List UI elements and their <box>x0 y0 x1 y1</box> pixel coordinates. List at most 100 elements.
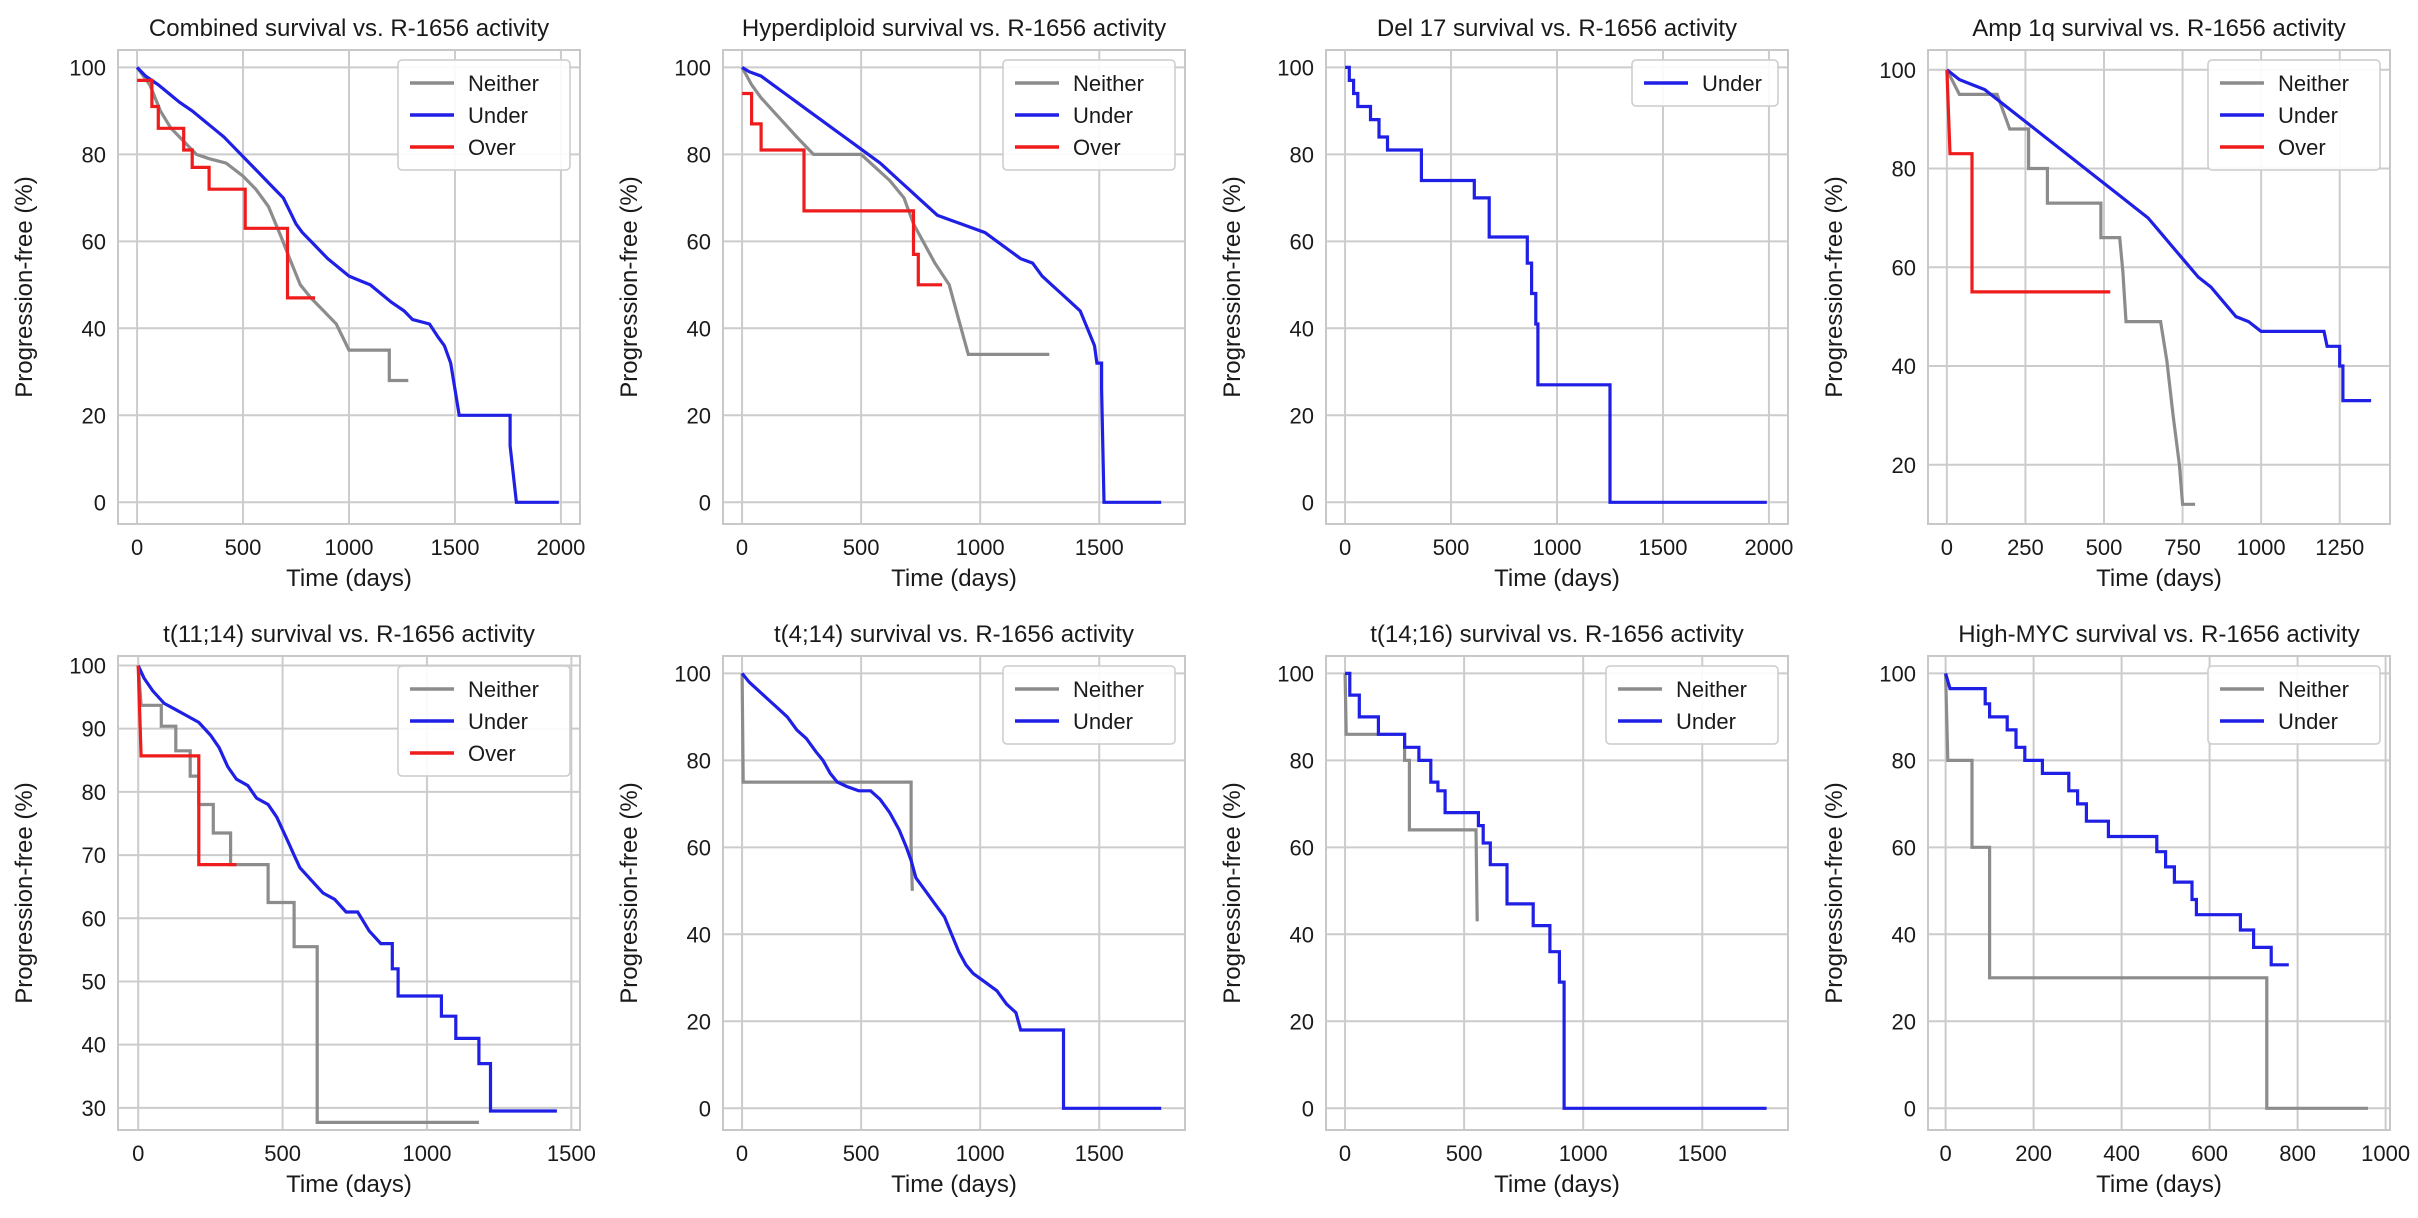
legend-label: Over <box>468 741 516 766</box>
legend-box <box>397 665 571 777</box>
y-tick-label: 40 <box>1892 354 1916 379</box>
x-tick-label: 800 <box>2279 1141 2316 1166</box>
chart-title: High-MYC survival vs. R-1656 activity <box>1958 621 2359 648</box>
legend-label: Under <box>468 103 528 128</box>
x-tick-label: 1500 <box>1075 535 1124 560</box>
y-tick-label: 100 <box>674 55 711 80</box>
x-axis-label: Time (days) <box>2096 1171 2222 1198</box>
x-tick-label: 1000 <box>956 1141 1005 1166</box>
x-tick-label: 0 <box>131 535 143 560</box>
x-tick-label: 0 <box>736 535 748 560</box>
y-tick-label: 80 <box>1290 748 1314 773</box>
y-tick-label: 20 <box>1892 453 1916 478</box>
legend-label: Under <box>1676 709 1736 734</box>
x-tick-label: 500 <box>1433 535 1470 560</box>
legend: Neither Under Over <box>397 665 571 777</box>
y-axis-label: Progression-free (%) <box>1821 176 1848 397</box>
y-tick-label: 100 <box>1879 661 1916 686</box>
y-tick-label: 40 <box>687 922 711 947</box>
x-tick-label: 250 <box>2007 535 2044 560</box>
legend: Neither Under Over <box>1002 59 1176 171</box>
x-tick-label: 500 <box>225 535 262 560</box>
legend-label: Under <box>468 709 528 734</box>
x-tick-label: 0 <box>1339 535 1351 560</box>
series-neither-curve <box>740 673 914 891</box>
y-tick-label: 90 <box>82 717 106 742</box>
y-tick-label: 20 <box>1892 1009 1916 1034</box>
x-tick-label: 0 <box>1939 1141 1951 1166</box>
chart-title: Del 17 survival vs. R-1656 activity <box>1377 15 1737 42</box>
x-tick-label: 500 <box>2086 535 2123 560</box>
y-tick-label: 20 <box>1290 1009 1314 1034</box>
subplot-5: 0 500 1000 1500 30 40 50 60 70 80 90 100 t(11;14) su… <box>11 621 596 1198</box>
subplot-3: 0 500 1000 1500 2000 0 20 40 60 80 100 Del 17 survi… <box>1219 15 1793 592</box>
subplot-1: 0 500 1000 1500 2000 0 20 40 60 80 100 Combined sur… <box>11 15 585 592</box>
series-neither-curve <box>135 66 409 383</box>
y-axis-label: Progression-free (%) <box>616 782 643 1003</box>
y-tick-label: 40 <box>82 1033 106 1058</box>
x-tick-label: 1500 <box>1638 535 1687 560</box>
x-tick-label: 500 <box>843 1141 880 1166</box>
y-tick-label: 20 <box>687 1009 711 1034</box>
series-neither-curve <box>1945 69 2196 506</box>
y-tick-label: 40 <box>1290 316 1314 341</box>
subplot-6: 0 500 1000 1500 0 20 40 60 80 100 t(4;14) survival… <box>616 621 1186 1198</box>
y-tick-label: 60 <box>82 906 106 931</box>
legend-label: Neither <box>2278 71 2349 96</box>
y-tick-label: 100 <box>69 653 106 678</box>
y-tick-label: 0 <box>1302 490 1314 515</box>
chart-title: t(11;14) survival vs. R-1656 activity <box>163 621 535 648</box>
y-tick-label: 100 <box>674 661 711 686</box>
x-axis-label: Time (days) <box>891 1171 1017 1198</box>
subplot-7: 0 500 1000 1500 0 20 40 60 80 100 t(14;16) surviva… <box>1219 621 1789 1198</box>
y-axis-label: Progression-free (%) <box>1821 782 1848 1003</box>
legend-box <box>1605 665 1779 745</box>
legend-box <box>1002 665 1176 745</box>
y-tick-label: 30 <box>82 1096 106 1121</box>
x-tick-label: 0 <box>736 1141 748 1166</box>
y-tick-label: 80 <box>1290 142 1314 167</box>
series-over-curve <box>136 665 237 867</box>
x-tick-label: 2000 <box>1744 535 1793 560</box>
x-tick-label: 1500 <box>1075 1141 1124 1166</box>
x-tick-label: 1500 <box>1678 1141 1727 1166</box>
chart-title: Amp 1q survival vs. R-1656 activity <box>1972 15 2345 42</box>
x-tick-label: 1500 <box>430 535 479 560</box>
x-tick-label: 750 <box>2164 535 2201 560</box>
series-neither-curve <box>136 665 479 1124</box>
y-tick-label: 0 <box>1904 1096 1916 1121</box>
y-tick-label: 80 <box>82 780 106 805</box>
y-tick-label: 70 <box>82 843 106 868</box>
y-tick-label: 60 <box>82 229 106 254</box>
legend-label: Over <box>2278 135 2326 160</box>
y-tick-label: 50 <box>82 969 106 994</box>
x-axis-label: Time (days) <box>286 565 412 592</box>
x-tick-label: 500 <box>1446 1141 1483 1166</box>
legend-label: Neither <box>468 71 539 96</box>
x-tick-label: 400 <box>2103 1141 2140 1166</box>
legend: Neither Under <box>1605 665 1779 745</box>
x-tick-label: 1000 <box>402 1141 451 1166</box>
legend-box <box>1631 59 1779 107</box>
legend-label: Under <box>1702 71 1762 96</box>
series-under-curve <box>1345 65 1767 504</box>
x-tick-label: 2000 <box>536 535 585 560</box>
y-tick-label: 100 <box>1277 55 1314 80</box>
x-tick-label: 1000 <box>1559 1141 1608 1166</box>
series-under-curve <box>1945 68 2372 403</box>
x-tick-label: 500 <box>264 1141 301 1166</box>
y-tick-label: 40 <box>1290 922 1314 947</box>
y-tick-label: 60 <box>687 229 711 254</box>
y-tick-label: 60 <box>1290 229 1314 254</box>
subplot-2: 0 500 1000 1500 0 20 40 60 80 100 Hyperdiploid sur… <box>616 15 1186 592</box>
y-tick-label: 0 <box>699 1096 711 1121</box>
chart-title: t(14;16) survival vs. R-1656 activity <box>1370 621 1743 648</box>
y-tick-label: 80 <box>687 748 711 773</box>
x-tick-label: 1000 <box>2237 535 2286 560</box>
x-tick-label: 1000 <box>325 535 374 560</box>
x-axis-label: Time (days) <box>2096 565 2222 592</box>
y-axis-label: Progression-free (%) <box>616 176 643 397</box>
legend-label: Neither <box>1073 677 1144 702</box>
series-over-curve <box>742 91 943 287</box>
